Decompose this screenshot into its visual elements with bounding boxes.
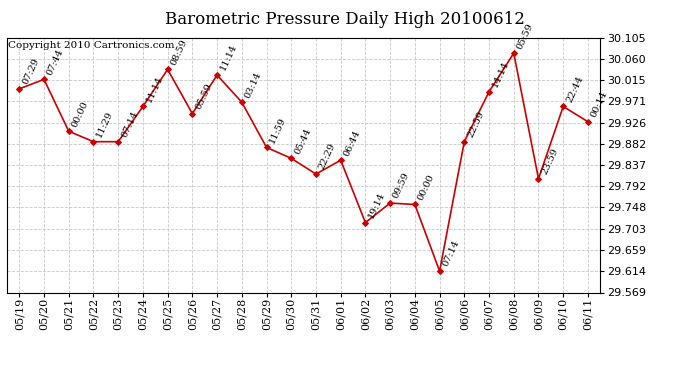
Text: 05:44: 05:44 (293, 126, 313, 156)
Text: 07:29: 07:29 (21, 57, 41, 86)
Text: 14:14: 14:14 (491, 60, 511, 89)
Text: 22:59: 22:59 (466, 110, 486, 139)
Text: 19:14: 19:14 (367, 190, 387, 220)
Text: Barometric Pressure Daily High 20100612: Barometric Pressure Daily High 20100612 (165, 11, 525, 28)
Text: 00:00: 00:00 (70, 99, 90, 129)
Text: 05:59: 05:59 (515, 21, 535, 50)
Text: 08:59: 08:59 (169, 38, 189, 67)
Text: 07:44: 07:44 (46, 47, 66, 76)
Text: 00:00: 00:00 (416, 173, 436, 202)
Text: 09:59: 09:59 (391, 171, 411, 200)
Text: 07:14: 07:14 (441, 239, 461, 268)
Text: 03:14: 03:14 (243, 70, 263, 99)
Text: 00:14: 00:14 (589, 90, 609, 119)
Text: 11:59: 11:59 (268, 116, 288, 145)
Text: 22:29: 22:29 (317, 142, 337, 171)
Text: Copyright 2010 Cartronics.com: Copyright 2010 Cartronics.com (8, 41, 175, 50)
Text: 22:44: 22:44 (564, 74, 584, 104)
Text: 06:44: 06:44 (342, 128, 362, 158)
Text: 11:14: 11:14 (144, 74, 164, 104)
Text: 07:14: 07:14 (119, 110, 139, 139)
Text: 11:29: 11:29 (95, 110, 115, 139)
Text: 23:59: 23:59 (540, 147, 560, 176)
Text: 05:59: 05:59 (194, 82, 214, 111)
Text: 11:14: 11:14 (219, 43, 239, 72)
